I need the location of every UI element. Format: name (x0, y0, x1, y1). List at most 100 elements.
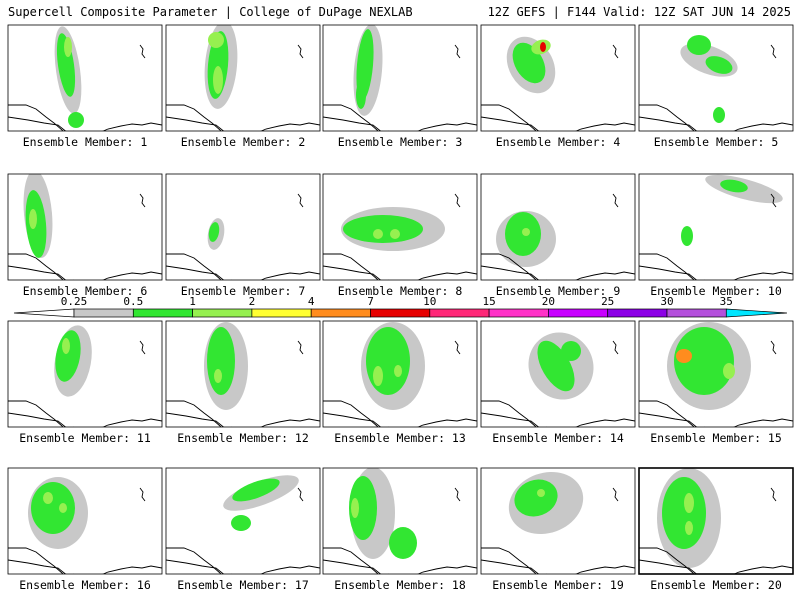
ensemble-panel[interactable]: Ensemble Member: 15 (638, 320, 794, 445)
scp-contour (343, 215, 423, 243)
panel-frame (165, 320, 321, 428)
ensemble-panel[interactable]: Ensemble Member: 9 (480, 173, 636, 298)
scp-contour (351, 498, 359, 518)
panel-frame (165, 24, 321, 132)
scp-contour (713, 107, 725, 123)
panel-caption: Ensemble Member: 3 (338, 135, 463, 149)
scp-contour (390, 229, 400, 239)
panel-background (166, 25, 320, 131)
scp-field (481, 332, 635, 427)
ensemble-panel[interactable]: Ensemble Member: 10 (638, 169, 794, 298)
colorbar-swatch (607, 308, 668, 318)
ensemble-panel[interactable]: Ensemble Member: 19 (480, 462, 636, 592)
panel-frame (165, 467, 321, 575)
coastline (639, 559, 793, 574)
scp-field (166, 25, 320, 131)
ensemble-panel[interactable]: Ensemble Member: 1 (7, 24, 163, 149)
scp-field (639, 468, 793, 574)
panel-frame (322, 467, 478, 575)
scp-contour (705, 56, 733, 74)
ensemble-panel[interactable]: Ensemble Member: 8 (322, 173, 478, 298)
border-line (639, 547, 705, 574)
border-line (323, 104, 389, 131)
coastline (481, 116, 635, 131)
scp-contour (366, 327, 410, 395)
scp-field (639, 174, 793, 280)
colorbar-label: 35 (720, 295, 733, 308)
scp-field (166, 322, 320, 427)
lake-outline (770, 193, 777, 208)
panel-background (8, 25, 162, 131)
colorbar-swatch (370, 308, 431, 318)
colorbar-label: 25 (601, 295, 614, 308)
panel-background (481, 25, 635, 131)
colorbar-label: 10 (423, 295, 436, 308)
coastline (323, 116, 477, 131)
colorbar-label: 30 (660, 295, 673, 308)
ensemble-panel[interactable]: Ensemble Member: 11 (7, 320, 163, 445)
panel-frame (7, 467, 163, 575)
ensemble-panel[interactable]: Ensemble Member: 6 (7, 169, 163, 298)
scp-contour (68, 112, 84, 128)
ensemble-panel[interactable]: Ensemble Member: 2 (165, 20, 321, 149)
scp-contour (231, 515, 251, 531)
ensemble-panel[interactable]: Ensemble Member: 5 (638, 24, 794, 149)
lake-outline (139, 487, 146, 502)
ensemble-panel[interactable]: Ensemble Member: 7 (165, 173, 321, 298)
panel-frame (322, 320, 478, 428)
panel-caption: Ensemble Member: 6 (23, 284, 148, 298)
scp-field (166, 193, 320, 280)
lake-outline (612, 44, 619, 59)
border-line (481, 104, 547, 131)
panel-frame (322, 24, 478, 132)
ensemble-panel[interactable]: Ensemble Member: 4 (480, 24, 636, 149)
scp-contour (349, 476, 377, 540)
coastline (166, 265, 320, 280)
border-line (323, 253, 389, 280)
border-line (323, 400, 389, 427)
ensemble-panel[interactable]: Ensemble Member: 16 (7, 467, 163, 592)
lake-outline (612, 193, 619, 208)
colorbar-swatch (488, 308, 549, 318)
border-line (8, 547, 74, 574)
colorbar-label: 0.5 (123, 295, 143, 308)
panel-caption: Ensemble Member: 1 (23, 135, 148, 149)
lake-outline (297, 193, 304, 208)
colorbar-swatch (310, 308, 371, 318)
scp-contour (662, 477, 706, 549)
colorbar-swatch (429, 308, 490, 318)
scp-contour (522, 228, 530, 236)
colorbar-label: 2 (249, 295, 256, 308)
scp-contour (720, 179, 748, 193)
scp-contour (208, 222, 220, 242)
scp-contour (64, 37, 72, 57)
scp-field (639, 322, 793, 427)
scp-contour (685, 521, 693, 535)
scp-contour (676, 349, 692, 363)
panel-caption: Ensemble Member: 14 (492, 431, 624, 445)
lake-outline (139, 193, 146, 208)
coastline (481, 265, 635, 280)
scp-field (481, 36, 635, 131)
colorbar-swatch (251, 308, 312, 318)
scp-contour (207, 327, 235, 395)
ensemble-panel[interactable]: Ensemble Member: 18 (322, 467, 478, 592)
coastline (323, 265, 477, 280)
ensemble-panel[interactable]: Ensemble Member: 13 (322, 320, 478, 445)
border-line (166, 400, 232, 427)
colorbar-swatch (548, 308, 609, 318)
panel-caption: Ensemble Member: 7 (181, 284, 306, 298)
header-run-info: 12Z GEFS | F144 Valid: 12Z SAT JUN 14 20… (487, 5, 791, 19)
ensemble-panel[interactable]: Ensemble Member: 20 (638, 467, 794, 592)
border-line (481, 547, 547, 574)
colorbar-swatch (192, 308, 253, 318)
lake-outline (139, 340, 146, 355)
scp-contour (214, 369, 222, 383)
panel-caption: Ensemble Member: 18 (334, 578, 466, 592)
ensemble-panel[interactable]: Ensemble Member: 12 (165, 320, 321, 445)
ensemble-panel[interactable]: Ensemble Member: 14 (480, 320, 636, 445)
lake-outline (454, 193, 461, 208)
scp-field (481, 471, 635, 574)
ensemble-panel[interactable]: Ensemble Member: 3 (322, 23, 478, 149)
ensemble-panel[interactable]: Ensemble Member: 17 (165, 467, 321, 592)
